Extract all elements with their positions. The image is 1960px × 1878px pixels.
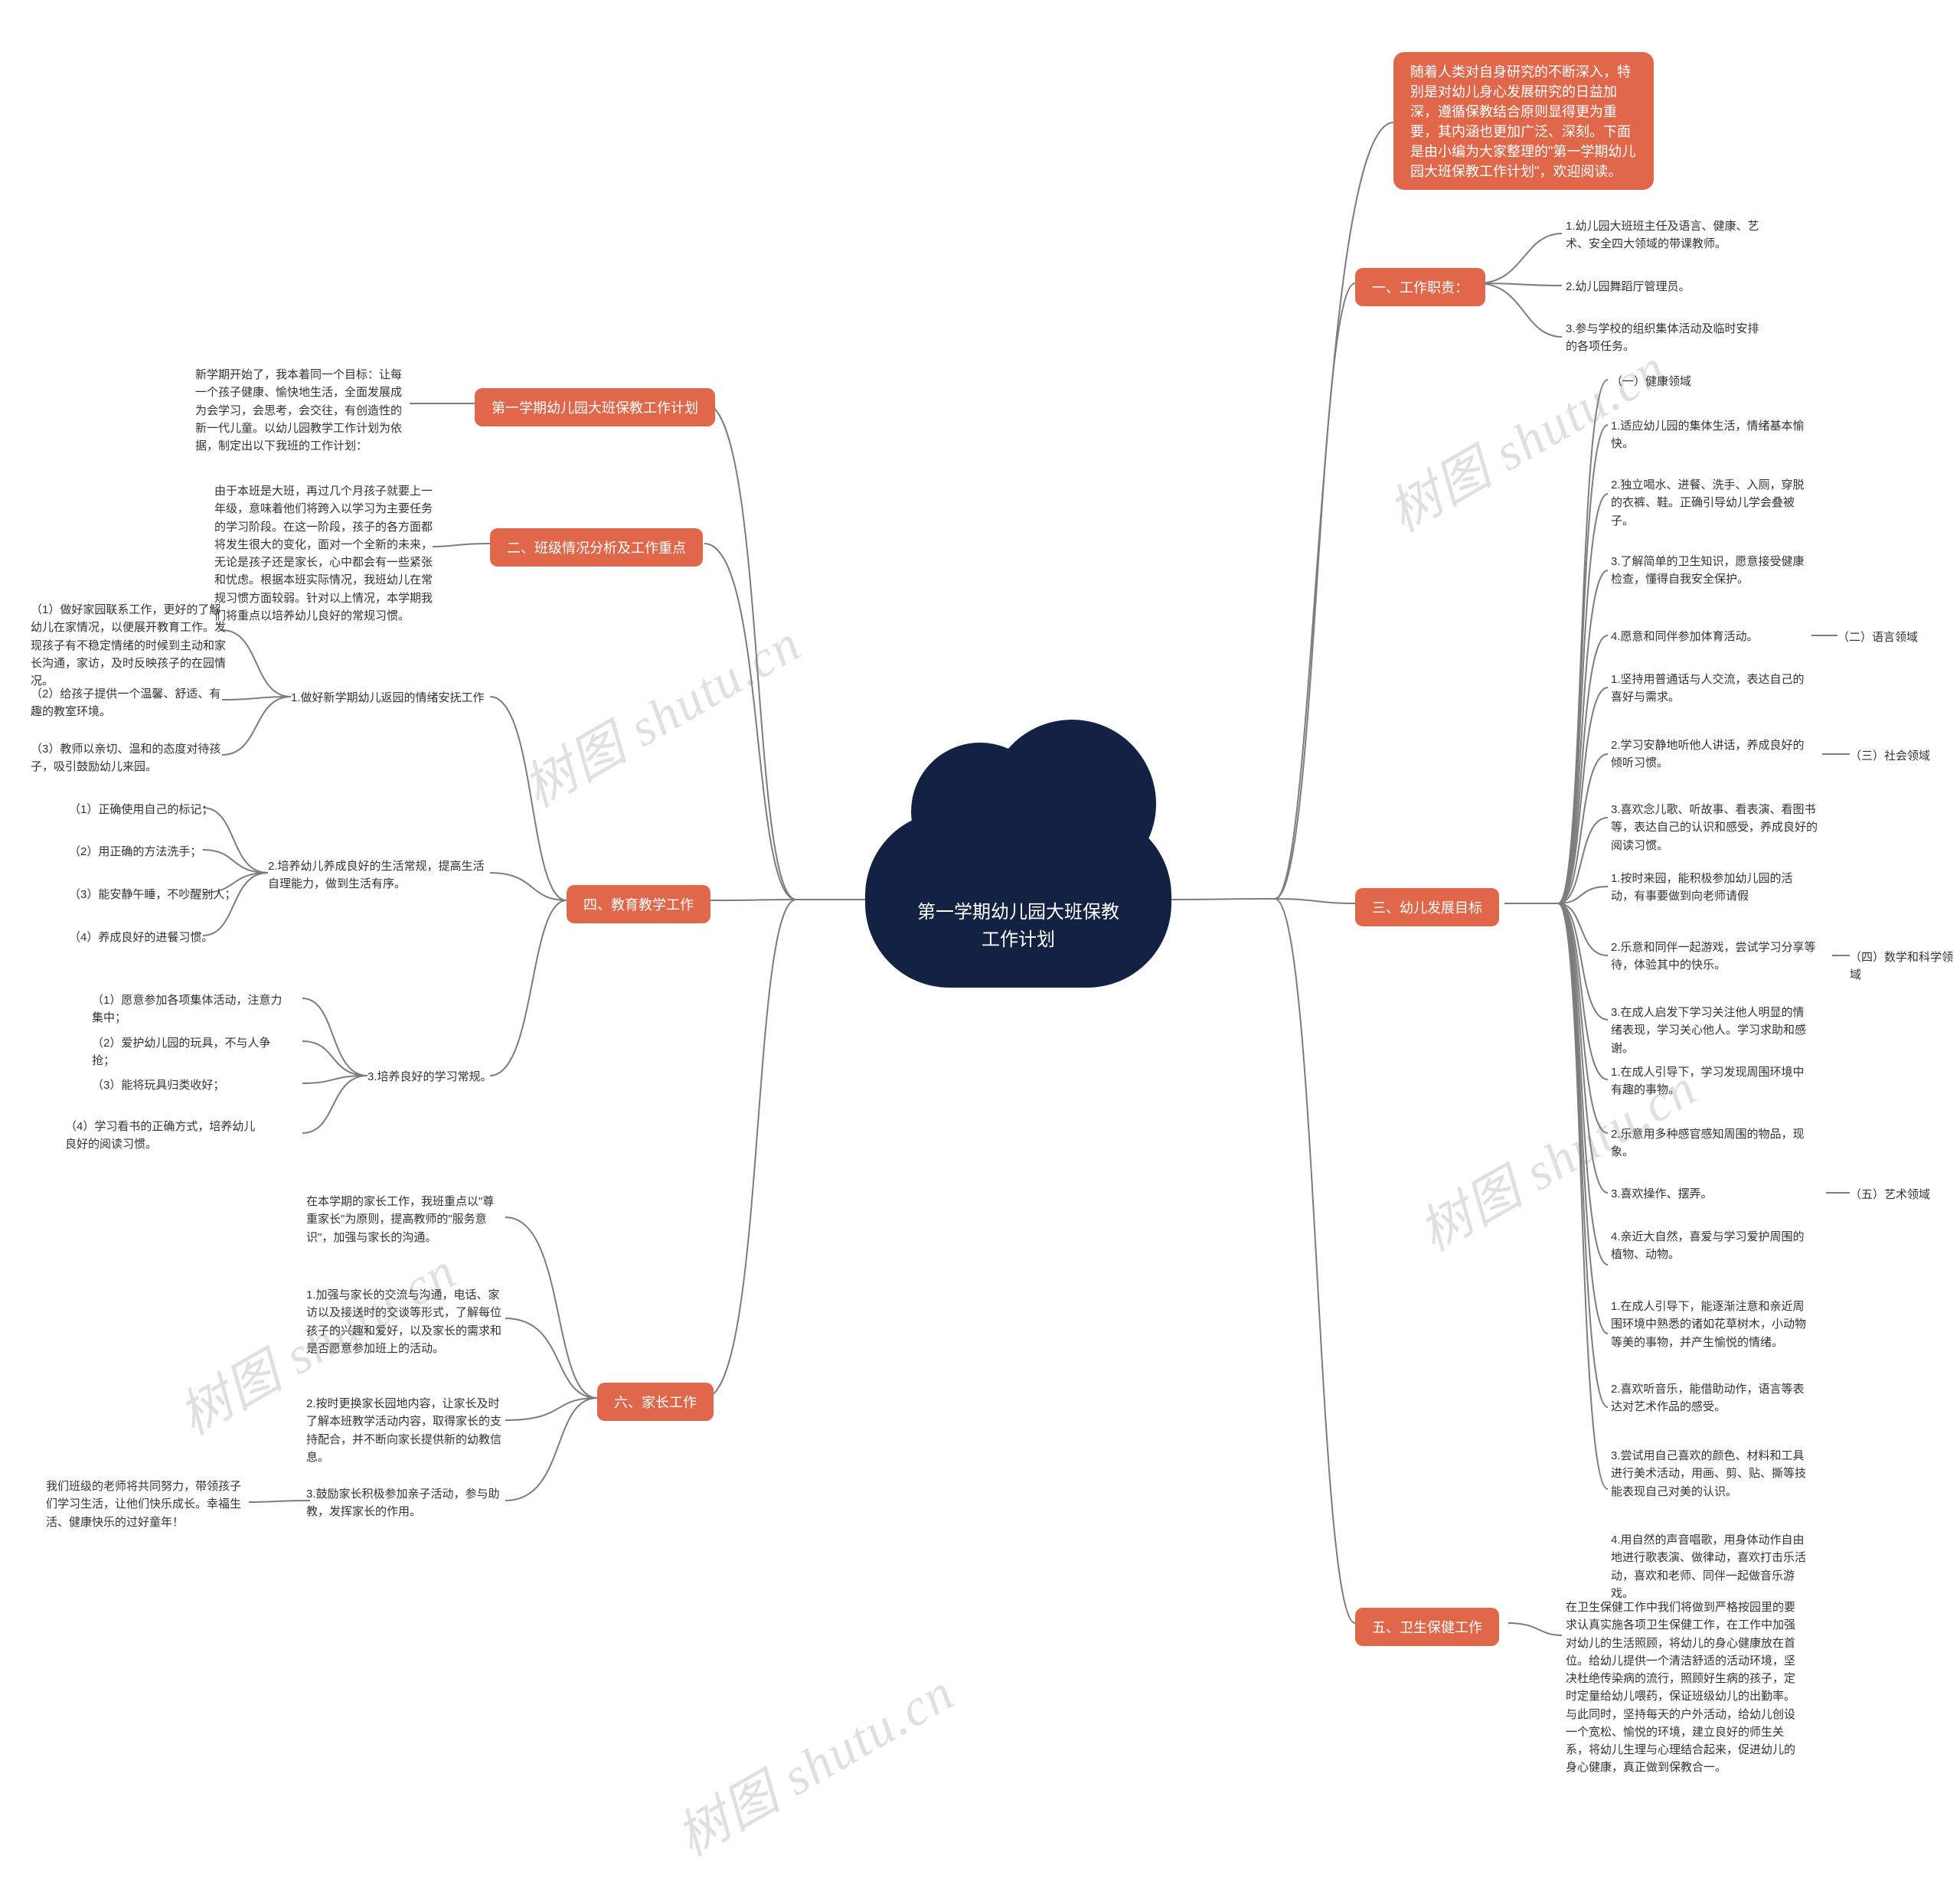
b4-s2-i4: （4）养成良好的进餐习惯。 [69, 929, 213, 946]
branch-left-2: 二、班级情况分析及工作重点 [490, 528, 703, 567]
domain-4-label: （四）数学和科学领域 [1850, 949, 1960, 985]
d5-i2: 2.喜欢听音乐，能借助动作，语言等表达对艺术作品的感受。 [1611, 1380, 1810, 1416]
b4-s2-i1: （1）正确使用自己的标记； [69, 801, 213, 818]
d5-i1: 1.在成人引导下，能逐渐注意和亲近周围环境中熟悉的诸如花草树木，小动物等美的事物… [1611, 1298, 1810, 1351]
central-title-line2: 工作计划 [982, 929, 1055, 950]
b6-i3: 3.鼓励家长积极参加亲子活动，参与助教，发挥家长的作用。 [306, 1485, 505, 1521]
branch-jobs: 一、工作职责： [1355, 268, 1485, 306]
b4-s1-i1: （1）做好家园联系工作，更好的了解幼儿在家情况，以便展开教育工作。发现孩子有不稳… [31, 601, 230, 690]
watermark: 树图 shutu.cn [507, 602, 812, 822]
d5-i4: 4.用自然的声音唱歌，用身体动作自由地进行歌表演、做律动，喜欢打击乐活动，喜欢和… [1611, 1531, 1810, 1602]
jobs-item-3: 3.参与学校的组织集体活动及临时安排的各项任务。 [1566, 320, 1765, 356]
jobs-item-1: 1.幼儿园大班班主任及语言、健康、艺术、安全四大领域的带课教师。 [1566, 217, 1765, 253]
branch-left-1: 第一学期幼儿园大班保教工作计划 [475, 388, 715, 426]
d1-i3: 3.了解简单的卫生知识，愿意接受健康检查，懂得自我安全保护。 [1611, 553, 1810, 589]
d2-i1: 1.坚持用普通话与人交流，表达自己的喜好与需求。 [1611, 671, 1810, 707]
b6-closing: 我们班级的老师将共同努力，带领孩子们学习生活，让他们快乐成长。幸福生活、健康快乐… [46, 1478, 245, 1531]
d1-i1: 1.适应幼儿园的集体生活，情绪基本愉快。 [1611, 417, 1810, 453]
domain-5-label: （五）艺术领域 [1850, 1186, 1930, 1204]
d2-i2: 2.学习安静地听他人讲话，养成良好的倾听习惯。 [1611, 737, 1810, 772]
health-text: 在卫生保健工作中我们将做到严格按园里的要求认真实施各项卫生保健工作，在工作中加强… [1566, 1599, 1795, 1777]
d3-i3: 3.在成人启发下学习关注他人明显的情绪表现，学习关心他人。学习求助和感谢。 [1611, 1004, 1810, 1057]
branch-health: 五、卫生保健工作 [1355, 1608, 1499, 1646]
branch-goals: 三、幼儿发展目标 [1355, 888, 1499, 926]
b4-s3-label: 3.培养良好的学习常规。 [368, 1068, 492, 1086]
domain-3-label: （三）社会领域 [1850, 747, 1930, 765]
b4-s2-i3: （3）能安静午睡，不吵醒别人； [69, 886, 236, 903]
watermark: 树图 shutu.cn [660, 1651, 965, 1871]
d3-i2: 2.乐意和同伴一起游戏，尝试学习分享等待，体验其中的快乐。 [1611, 939, 1833, 975]
b6-intro: 在本学期的家长工作，我班重点以"尊重家长"为原则，提高教师的"服务意识"，加强与… [306, 1193, 505, 1246]
domain-1-label: （一）健康领域 [1611, 373, 1691, 390]
d4-i2: 2.乐意用多种感官感知周围的物品，现象。 [1611, 1125, 1810, 1161]
b4-s2-i2: （2）用正确的方法洗手； [69, 843, 201, 861]
b4-s3-i3: （3）能将玩具归类收好； [92, 1076, 224, 1094]
b2-text: 由于本班是大班，再过几个月孩子就要上一年级，意味着他们将跨入以学习为主要任务的学… [214, 482, 436, 625]
b4-s1-label: 1.做好新学期幼儿返园的情绪安抚工作 [291, 689, 485, 707]
d5-i3: 3.尝试用自己喜欢的颜色、材料和工具进行美术活动，用画、剪、贴、撕等技能表现自己… [1611, 1447, 1810, 1501]
branch-left-6: 六、家长工作 [597, 1383, 714, 1421]
d1-i2: 2.独立喝水、进餐、洗手、入厕，穿脱的衣裤、鞋。正确引导幼儿学会叠被子。 [1611, 476, 1810, 530]
d4-i4: 4.亲近大自然，喜爱与学习爱护周围的植物、动物。 [1611, 1228, 1810, 1264]
b4-s1-i2: （2）给孩子提供一个温馨、舒适、有趣的教室环境。 [31, 685, 230, 721]
b1-text: 新学期开始了，我本着同一个目标：让每一个孩子健康、愉快地生活，全面发展成为会学习… [195, 366, 410, 455]
b4-s3-i2: （2）爱护幼儿园的玩具，不与人争抢； [92, 1034, 291, 1070]
d1-i4: 4.愿意和同伴参加体育活动。 [1611, 628, 1759, 645]
d3-i1: 1.按时来园，能积极参加幼儿园的活动，有事要做到向老师请假 [1611, 870, 1810, 906]
b6-i2: 2.按时更换家长园地内容，让家长及时了解本班教学活动内容，取得家长的支持配合，并… [306, 1395, 505, 1466]
domain-2-label: （二）语言领域 [1838, 629, 1918, 646]
central-node: 第一学期幼儿园大班保教 工作计划 [865, 812, 1171, 988]
b4-s1-i3: （3）教师以亲切、温和的态度对待孩子，吸引鼓励幼儿来园。 [31, 740, 230, 776]
b6-i1: 1.加强与家长的交流与沟通，电话、家访以及接送时的交谈等形式，了解每位孩子的兴趣… [306, 1286, 505, 1357]
central-title-line1: 第一学期幼儿园大班保教 [917, 902, 1119, 923]
d2-i3: 3.喜欢念儿歌、听故事、看表演、看图书等，表达自己的认识和感受，养成良好的阅读习… [1611, 801, 1821, 854]
b4-s2-label: 2.培养幼儿养成良好的生活常规，提高生活自理能力，做到生活有序。 [268, 857, 490, 893]
intro-box: 随着人类对自身研究的不断深入，特别是对幼儿身心发展研究的日益加深，遵循保教结合原… [1393, 52, 1654, 190]
jobs-item-2: 2.幼儿园舞蹈厅管理员。 [1566, 278, 1690, 296]
b4-s3-i1: （1）愿意参加各项集体活动，注意力集中； [92, 991, 291, 1027]
b4-s3-i4: （4）学习看书的正确方式，培养幼儿良好的阅读习惯。 [65, 1118, 264, 1154]
d4-i1: 1.在成人引导下，学习发现周围环境中有趣的事物。 [1611, 1063, 1810, 1099]
d4-i3: 3.喜欢操作、摆弄。 [1611, 1185, 1713, 1203]
branch-left-4: 四、教育教学工作 [567, 885, 710, 923]
